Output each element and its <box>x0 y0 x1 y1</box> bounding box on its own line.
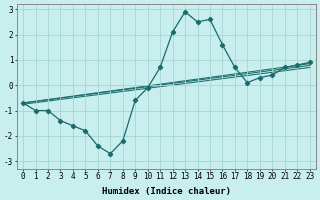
X-axis label: Humidex (Indice chaleur): Humidex (Indice chaleur) <box>102 187 231 196</box>
